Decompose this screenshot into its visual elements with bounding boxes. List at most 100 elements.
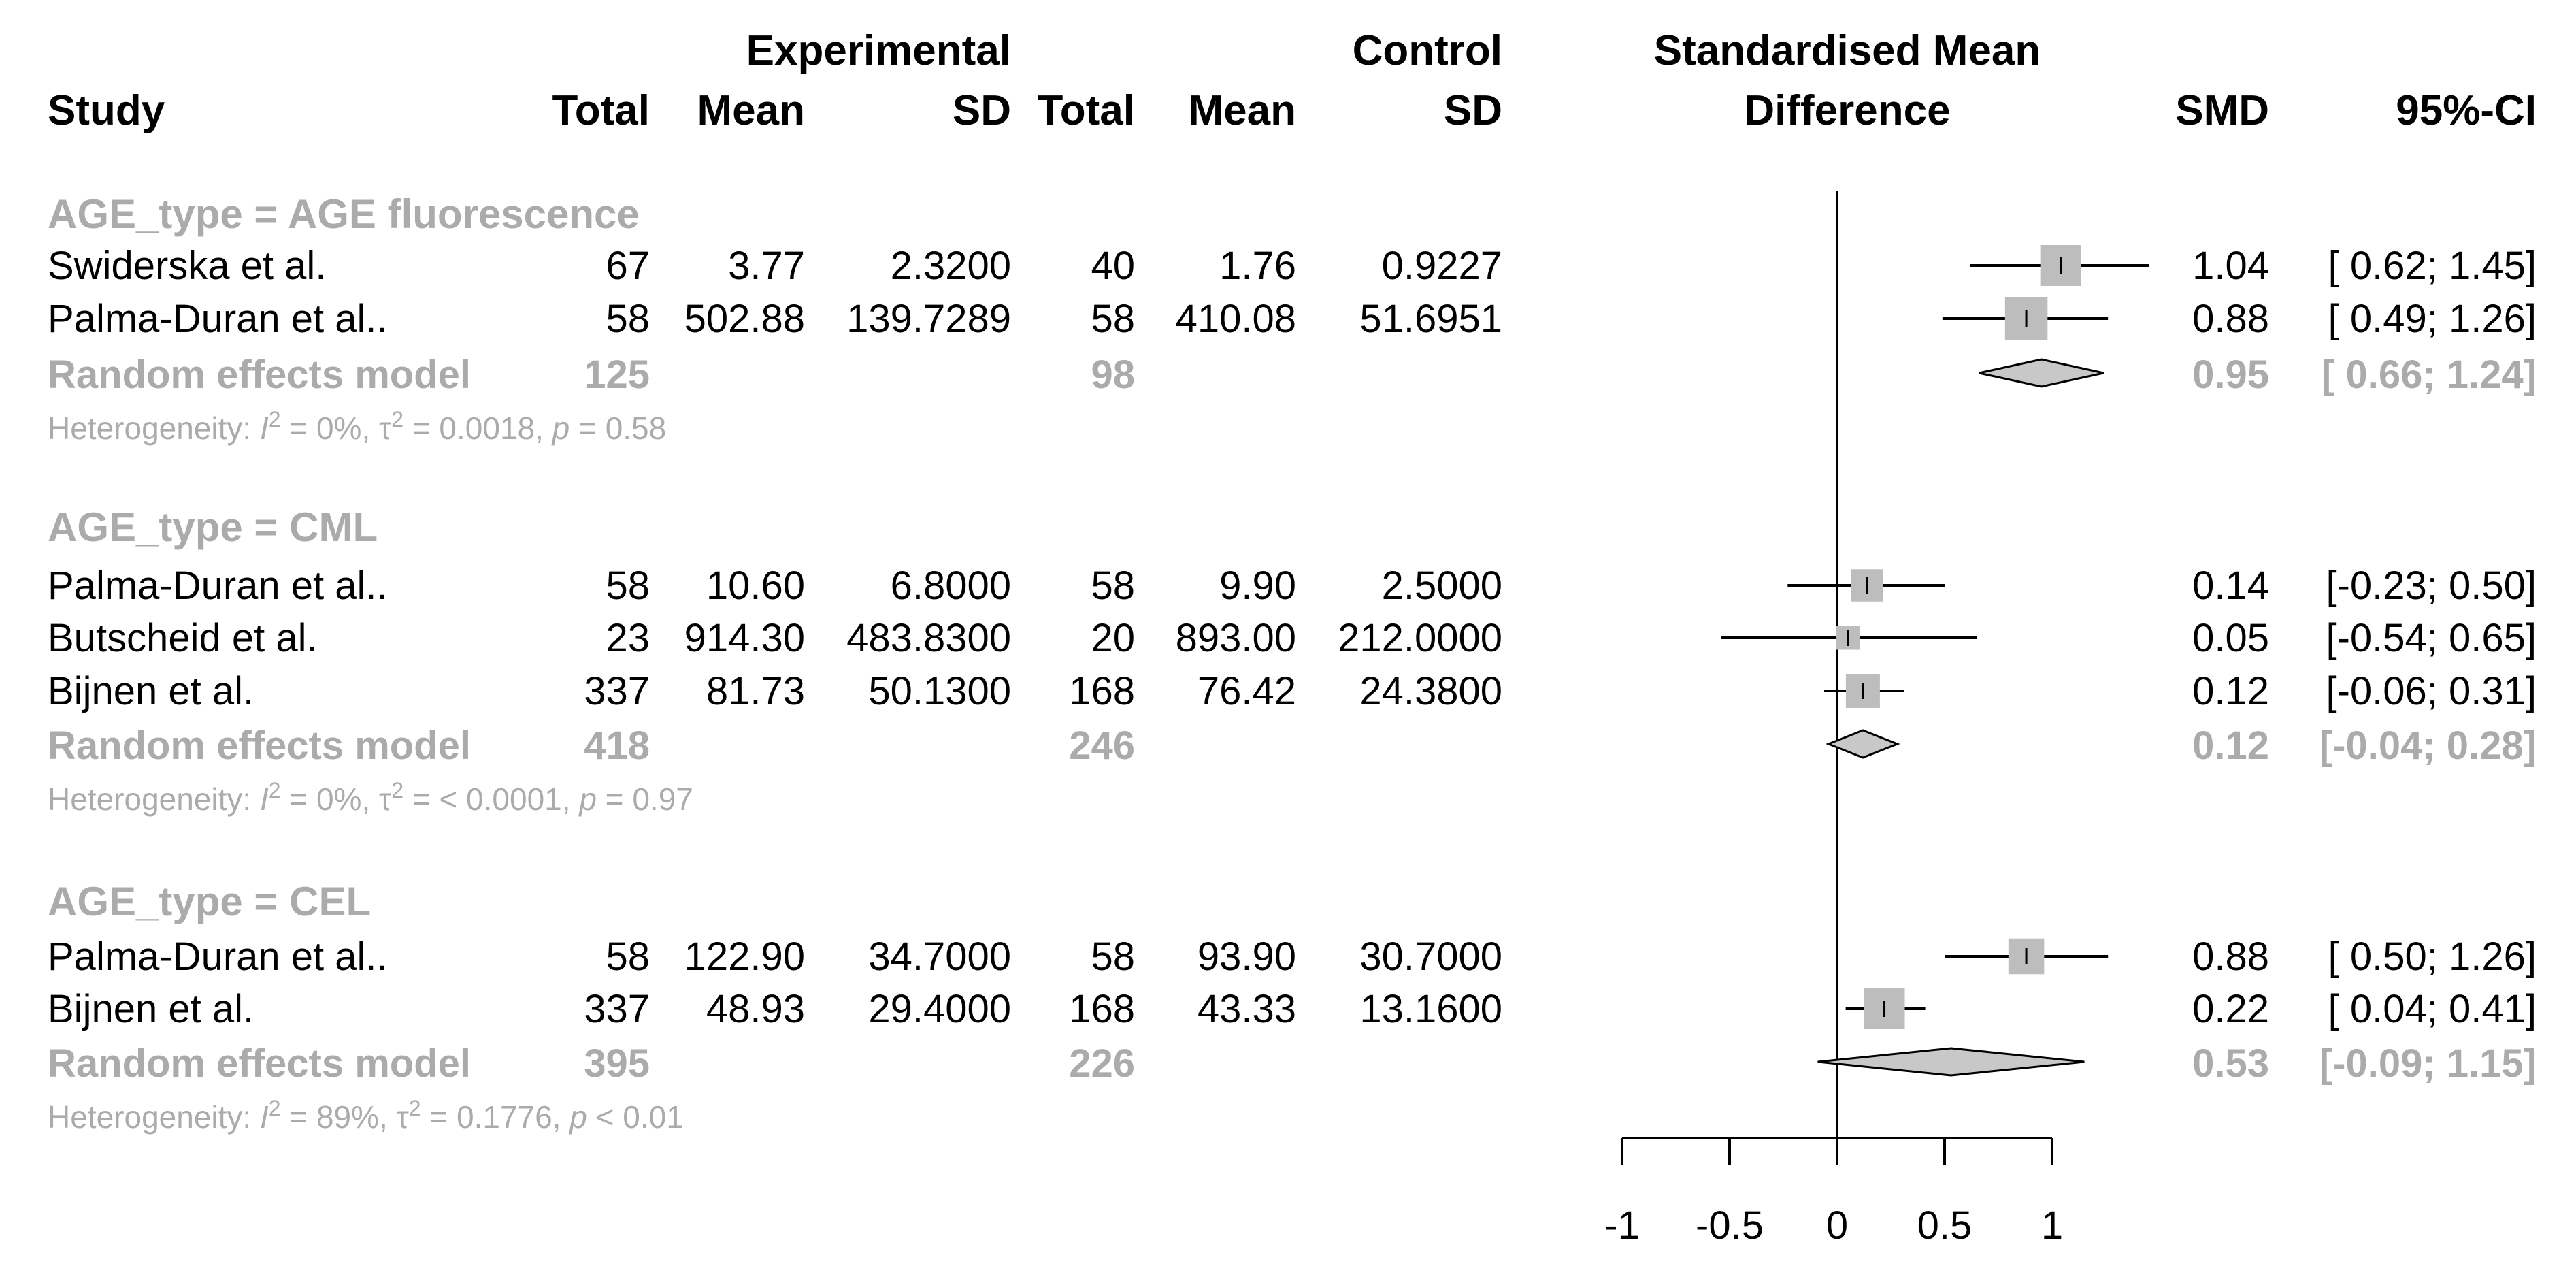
exp-sd: 6.8000 bbox=[891, 564, 1011, 608]
header-ctl-sd: SD bbox=[1444, 87, 1502, 134]
smd-value: 0.14 bbox=[2192, 564, 2269, 608]
ctl-mean: 93.90 bbox=[1198, 935, 1296, 979]
ctl-total: 168 bbox=[1069, 669, 1135, 713]
exp-sd: 50.1300 bbox=[868, 669, 1011, 713]
exp-mean: 10.60 bbox=[706, 564, 805, 608]
study-name: Swiderska et al. bbox=[48, 244, 326, 288]
exp-mean: 81.73 bbox=[706, 669, 805, 713]
summary-diamond bbox=[1817, 1047, 2085, 1077]
heterogeneity: Heterogeneity: I2 = 89%, τ2 = 0.1776, p … bbox=[48, 1096, 684, 1135]
exp-total: 58 bbox=[606, 564, 650, 608]
subgroup-title: AGE_type = AGE fluorescence bbox=[48, 191, 640, 237]
exp-mean: 3.77 bbox=[728, 244, 805, 288]
ctl-total: 58 bbox=[1091, 297, 1135, 341]
header-smd: SMD bbox=[2175, 87, 2269, 134]
header-ctl-mean: Mean bbox=[1189, 87, 1296, 134]
study-name: Bijnen et al. bbox=[48, 669, 254, 713]
study-row: Palma-Duran et al.. 58 502.88 139.7289 5… bbox=[48, 297, 2537, 341]
x-axis-ticks: -1 -0.5 0 0.5 1 bbox=[1604, 1138, 2063, 1248]
ctl-mean: 410.08 bbox=[1176, 297, 1296, 341]
exp-mean: 914.30 bbox=[684, 616, 805, 660]
ci-value: [ 0.62; 1.45] bbox=[2328, 244, 2537, 288]
study-name: Bijnen et al. bbox=[48, 987, 254, 1031]
ctl-total: 168 bbox=[1069, 987, 1135, 1031]
ctl-sd: 24.3800 bbox=[1359, 669, 1502, 713]
summary-smd: 0.95 bbox=[2192, 353, 2269, 397]
summary-smd: 0.12 bbox=[2192, 724, 2269, 768]
ci-value: [-0.54; 0.65] bbox=[2326, 616, 2537, 660]
smd-value: 0.88 bbox=[2192, 297, 2269, 341]
summary-diamond bbox=[1979, 358, 2104, 388]
header-exp-sd: SD bbox=[953, 87, 1011, 134]
header-study: Study bbox=[48, 87, 165, 134]
summary-row: Random effects model 125 98 0.95 [ 0.66;… bbox=[48, 353, 2537, 397]
summary-ci: [-0.04; 0.28] bbox=[2319, 724, 2537, 768]
ci-value: [ 0.50; 1.26] bbox=[2328, 935, 2537, 979]
summary-row: Random effects model 395 226 0.53 [-0.09… bbox=[48, 1041, 2537, 1086]
ctl-sd: 2.5000 bbox=[1382, 564, 1502, 608]
ctl-mean: 43.33 bbox=[1198, 987, 1296, 1031]
header-smd-line2: Difference bbox=[1744, 87, 1950, 134]
ctl-sd: 30.7000 bbox=[1359, 935, 1502, 979]
header-experimental: Experimental bbox=[746, 27, 1011, 74]
summary-ci: [-0.09; 1.15] bbox=[2319, 1041, 2537, 1086]
summary-smd: 0.53 bbox=[2192, 1041, 2269, 1086]
study-name: Palma-Duran et al.. bbox=[48, 935, 388, 979]
ctl-sd: 212.0000 bbox=[1338, 616, 1502, 660]
x-tick-label: -0.5 bbox=[1696, 1203, 1764, 1248]
smd-value: 0.05 bbox=[2192, 616, 2269, 660]
study-row: Swiderska et al. 67 3.77 2.3200 40 1.76 … bbox=[48, 244, 2537, 288]
x-tick-label: 0.5 bbox=[1917, 1203, 1972, 1248]
smd-value: 1.04 bbox=[2192, 244, 2269, 288]
x-tick-label: 1 bbox=[2041, 1203, 2063, 1248]
exp-mean: 122.90 bbox=[684, 935, 805, 979]
subgroup-title: AGE_type = CML bbox=[48, 504, 378, 550]
header-control: Control bbox=[1353, 27, 1502, 74]
study-row: Palma-Duran et al.. 58 10.60 6.8000 58 9… bbox=[48, 564, 2537, 608]
exp-total: 337 bbox=[584, 987, 650, 1031]
header-exp-mean: Mean bbox=[697, 87, 805, 134]
summary-exp-total: 418 bbox=[584, 724, 650, 768]
subgroup-title: AGE_type = CEL bbox=[48, 879, 371, 924]
ci-value: [-0.06; 0.31] bbox=[2326, 669, 2537, 713]
study-name: Palma-Duran et al.. bbox=[48, 564, 388, 608]
summary-ci: [ 0.66; 1.24] bbox=[2322, 353, 2537, 397]
summary-ctl-total: 246 bbox=[1069, 724, 1135, 768]
study-row: Palma-Duran et al.. 58 122.90 34.7000 58… bbox=[48, 935, 2537, 979]
summary-label: Random effects model bbox=[48, 724, 471, 768]
heterogeneity: Heterogeneity: I2 = 0%, τ2 = 0.0018, p =… bbox=[48, 407, 666, 446]
ctl-total: 58 bbox=[1091, 564, 1135, 608]
summary-exp-total: 395 bbox=[584, 1041, 650, 1086]
header-smd-line1: Standardised Mean bbox=[1654, 27, 2041, 74]
ctl-mean: 893.00 bbox=[1176, 616, 1296, 660]
exp-total: 67 bbox=[606, 244, 650, 288]
summary-label: Random effects model bbox=[48, 353, 471, 397]
exp-sd: 34.7000 bbox=[868, 935, 1011, 979]
header-ctl-total: Total bbox=[1038, 87, 1136, 134]
summary-diamond bbox=[1826, 729, 1900, 759]
ctl-total: 20 bbox=[1091, 616, 1135, 660]
study-name: Butscheid et al. bbox=[48, 616, 318, 660]
study-row: Bijnen et al. 337 48.93 29.4000 168 43.3… bbox=[48, 987, 2537, 1031]
ctl-sd: 0.9227 bbox=[1382, 244, 1502, 288]
ctl-mean: 1.76 bbox=[1219, 244, 1296, 288]
exp-sd: 2.3200 bbox=[891, 244, 1011, 288]
exp-mean: 502.88 bbox=[684, 297, 805, 341]
summary-row: Random effects model 418 246 0.12 [-0.04… bbox=[48, 724, 2537, 768]
summary-exp-total: 125 bbox=[584, 353, 650, 397]
heterogeneity: Heterogeneity: I2 = 0%, τ2 = < 0.0001, p… bbox=[48, 778, 693, 817]
smd-value: 0.88 bbox=[2192, 935, 2269, 979]
summary-ctl-total: 226 bbox=[1069, 1041, 1135, 1086]
exp-sd: 29.4000 bbox=[868, 987, 1011, 1031]
ctl-total: 40 bbox=[1091, 244, 1135, 288]
ctl-total: 58 bbox=[1091, 935, 1135, 979]
ctl-mean: 76.42 bbox=[1198, 669, 1296, 713]
study-row: Butscheid et al. 23 914.30 483.8300 20 8… bbox=[48, 616, 2537, 660]
ci-value: [-0.23; 0.50] bbox=[2326, 564, 2537, 608]
exp-sd: 139.7289 bbox=[846, 297, 1011, 341]
ctl-sd: 51.6951 bbox=[1359, 297, 1502, 341]
exp-total: 58 bbox=[606, 297, 650, 341]
study-name: Palma-Duran et al.. bbox=[48, 297, 388, 341]
